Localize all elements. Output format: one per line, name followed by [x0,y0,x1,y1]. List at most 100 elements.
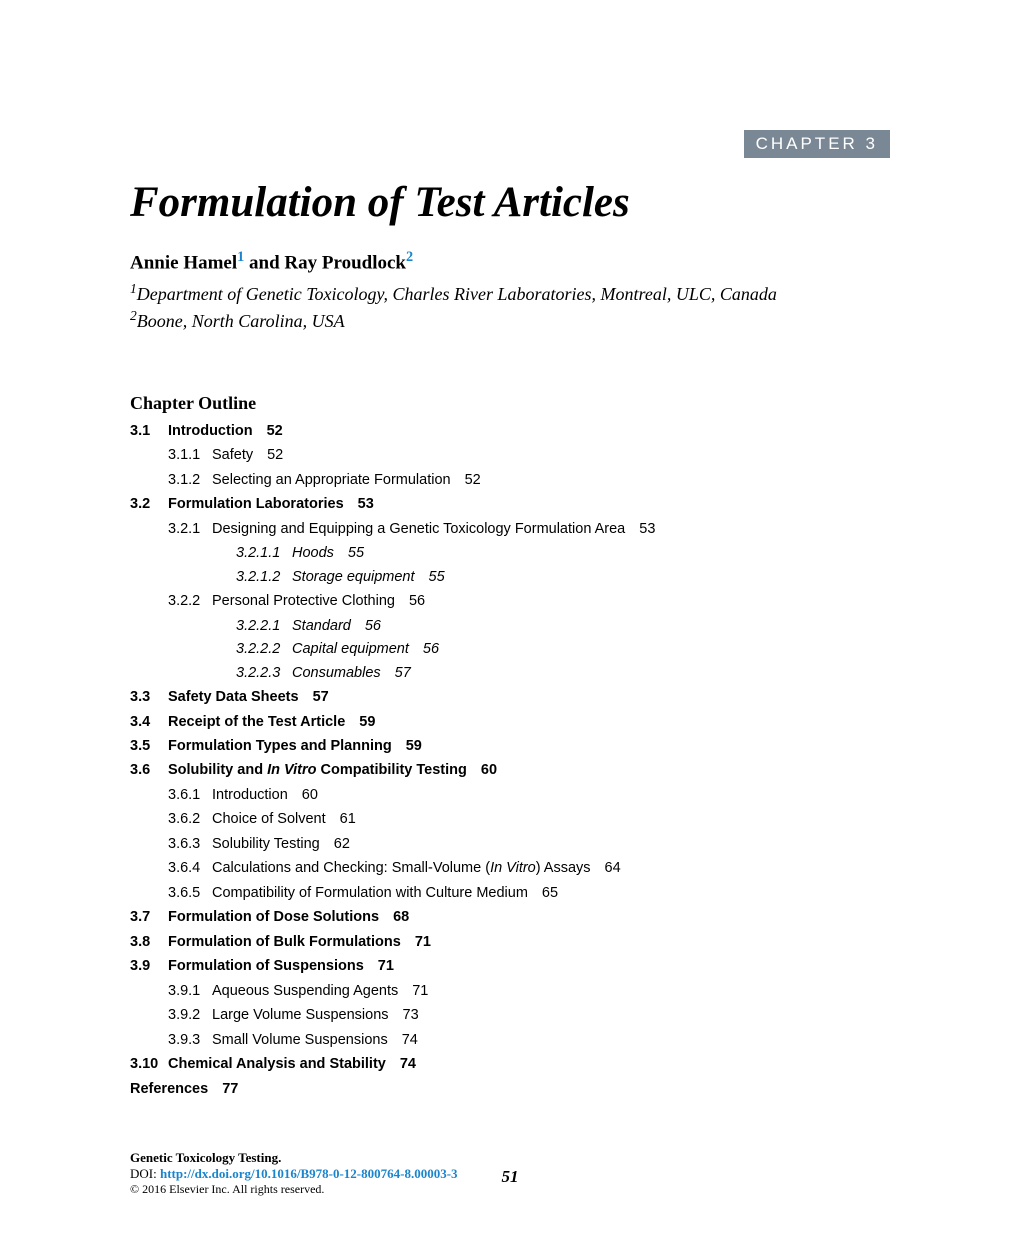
toc-page: 73 [403,1004,419,1026]
toc-num: 3.7 [130,906,168,928]
toc-label: Chemical Analysis and Stability [168,1056,386,1072]
toc-page: 56 [409,590,425,612]
toc-entry[interactable]: 3.1.1Safety52 [168,444,890,466]
toc-entry[interactable]: 3.8Formulation of Bulk Formulations71 [130,931,890,953]
affil-2-sup: 2 [130,308,137,323]
toc-num: 3.2.2.3 [236,662,292,684]
toc-entry[interactable]: 3.1.2Selecting an Appropriate Formulatio… [168,469,890,491]
toc-label: Safety Data Sheets [168,689,299,705]
toc-entry[interactable]: 3.2.2.3Consumables57 [236,662,890,684]
toc-entry[interactable]: 3.9.3Small Volume Suspensions74 [168,1029,890,1051]
toc-label: Storage equipment [292,569,415,585]
toc-page: 52 [267,420,283,442]
toc-num: 3.2.2 [168,590,212,612]
book-title: Genetic Toxicology Testing. [130,1150,890,1166]
toc-entry[interactable]: 3.9Formulation of Suspensions 71 [130,955,890,977]
toc-num: 3.8 [130,931,168,953]
toc-page: 61 [340,808,356,830]
toc-num: 3.2.2.1 [236,615,292,637]
toc-page: 52 [465,469,481,491]
doi-link[interactable]: http://dx.doi.org/10.1016/B978-0-12-8007… [160,1166,458,1181]
toc-label: Solubility Testing [212,836,320,852]
toc-label: Formulation Types and Planning [168,738,392,754]
affil-2: Boone, North Carolina, USA [137,311,345,331]
toc-page: 55 [348,542,364,564]
toc-entry[interactable]: 3.2.1.1Hoods55 [236,542,890,564]
toc-label: Formulation of Suspensions [168,958,364,974]
toc-entry[interactable]: 3.6.3Solubility Testing62 [168,833,890,855]
toc-page: 74 [400,1053,416,1075]
toc-entry[interactable]: References77 [130,1078,890,1100]
toc-num: 3.9.1 [168,980,212,1002]
toc-label: Capital equipment [292,641,409,657]
toc-entry[interactable]: 3.2.1Designing and Equipping a Genetic T… [168,518,890,540]
outline-heading: Chapter Outline [130,393,890,414]
footer: Genetic Toxicology Testing. DOI: http://… [130,1150,890,1197]
toc-label: Formulation of Dose Solutions [168,909,379,925]
toc-page: 62 [334,833,350,855]
author-1: Annie Hamel [130,252,237,273]
toc-entry[interactable]: 3.6.2Choice of Solvent 61 [168,808,890,830]
toc-num: 3.6 [130,759,168,781]
toc-entry[interactable]: 3.2.2.1Standard56 [236,615,890,637]
toc-entry[interactable]: 3.5Formulation Types and Planning59 [130,735,890,757]
toc-label: Solubility and In Vitro Compatibility Te… [168,762,467,778]
toc-entry[interactable]: 3.2.1.2Storage equipment55 [236,566,890,588]
authors: Annie Hamel1 and Ray Proudlock2 [130,249,890,274]
toc-label: Calculations and Checking: Small-Volume … [212,860,591,876]
toc-label: Designing and Equipping a Genetic Toxico… [212,521,625,537]
toc-page: 74 [402,1029,418,1051]
toc-num: 3.9 [130,955,168,977]
toc-num: 3.2.1.2 [236,566,292,588]
toc-num: 3.6.1 [168,784,212,806]
author-sep: and [244,252,284,273]
toc-entry[interactable]: 3.2.2Personal Protective Clothing 56 [168,590,890,612]
affil-1-sup: 1 [130,281,137,296]
toc-entry[interactable]: 3.6.5Compatibility of Formulation with C… [168,882,890,904]
toc-num: 3.9.2 [168,1004,212,1026]
toc-entry[interactable]: 3.9.2Large Volume Suspensions 73 [168,1004,890,1026]
toc-label: Aqueous Suspending Agents [212,983,398,999]
toc-entry[interactable]: 3.6Solubility and In Vitro Compatibility… [130,759,890,781]
toc-page: 59 [406,735,422,757]
toc-label: Receipt of the Test Article [168,714,345,730]
toc-label: Hoods [292,545,334,561]
toc-label: Formulation Laboratories [168,496,344,512]
toc-label: Introduction [168,423,253,439]
toc-entry[interactable]: 3.9.1Aqueous Suspending Agents 71 [168,980,890,1002]
toc-num: 3.3 [130,686,168,708]
table-of-contents: 3.1Introduction 52 3.1.1Safety52 3.1.2Sel… [130,420,890,1100]
toc-page: 56 [423,638,439,660]
toc-entry[interactable]: 3.6.4Calculations and Checking: Small-Vo… [168,857,890,879]
toc-num: 3.9.3 [168,1029,212,1051]
toc-label: Personal Protective Clothing [212,593,395,609]
toc-entry[interactable]: 3.4Receipt of the Test Article59 [130,711,890,733]
toc-page: 68 [393,906,409,928]
toc-num: 3.1 [130,420,168,442]
toc-page: 57 [313,686,329,708]
toc-num: 3.2.2.2 [236,638,292,660]
toc-label: Large Volume Suspensions [212,1007,389,1023]
chapter-badge: CHAPTER 3 [744,130,890,158]
toc-page: 56 [365,615,381,637]
affiliations: 1Department of Genetic Toxicology, Charl… [130,280,890,333]
toc-page: 60 [302,784,318,806]
toc-entry[interactable]: 3.7Formulation of Dose Solutions 68 [130,906,890,928]
toc-label: Choice of Solvent [212,811,326,827]
author-2-sup: 2 [406,249,413,265]
toc-entry[interactable]: 3.1Introduction 52 [130,420,890,442]
toc-page: 52 [267,444,283,466]
toc-entry[interactable]: 3.3Safety Data Sheets 57 [130,686,890,708]
toc-page: 53 [358,493,374,515]
toc-entry[interactable]: 3.2.2.2Capital equipment 56 [236,638,890,660]
toc-num: 3.1.1 [168,444,212,466]
toc-entry[interactable]: 3.10Chemical Analysis and Stability74 [130,1053,890,1075]
toc-num: 3.6.2 [168,808,212,830]
toc-page: 71 [378,955,394,977]
toc-page: 77 [222,1078,238,1100]
toc-entry[interactable]: 3.2Formulation Laboratories53 [130,493,890,515]
toc-entry[interactable]: 3.6.1Introduction60 [168,784,890,806]
toc-page: 71 [412,980,428,1002]
toc-page: 57 [395,662,411,684]
doi-label: DOI: [130,1166,160,1181]
